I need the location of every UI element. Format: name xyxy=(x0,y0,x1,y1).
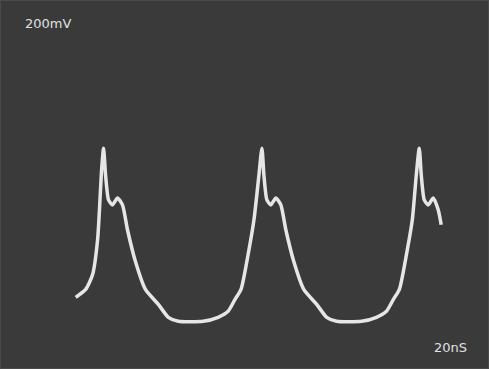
svg-text:20nS: 20nS xyxy=(434,340,467,355)
svg-text:200mV: 200mV xyxy=(25,16,71,31)
